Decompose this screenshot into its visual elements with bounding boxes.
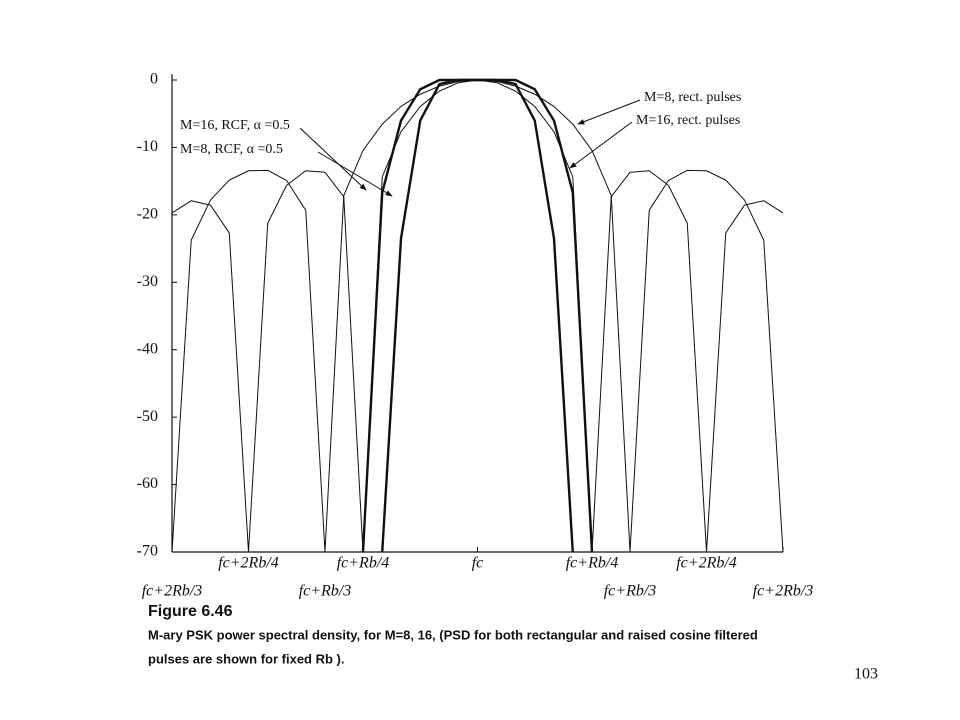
y-tick-label: -40 (137, 340, 158, 357)
x-tick-label: fc+Rb/3 (299, 583, 352, 600)
x-tick-label: fc+2Rb/3 (753, 583, 814, 600)
annotation: M=8, RCF, α =0.5 (180, 142, 283, 157)
y-tick-label: -70 (137, 543, 158, 560)
y-tick-label: -10 (137, 138, 158, 155)
annotation: M=8, rect. pulses (644, 90, 741, 105)
caption: pulses are shown for fixed Rb ). (148, 651, 344, 666)
x-tick-label: fc+Rb/3 (604, 583, 657, 600)
y-tick-label: -50 (137, 408, 158, 425)
annotation-arrow (317, 151, 393, 197)
annotation-arrow (569, 121, 633, 169)
x-tick-label: fc+Rb/4 (337, 555, 390, 572)
annotation: M=16, RCF, α =0.5 (180, 118, 290, 133)
x-tick-label: fc (472, 555, 484, 572)
x-tick-label: fc+2Rb/4 (676, 555, 737, 572)
y-tick-label: 0 (150, 71, 158, 88)
annotation: M=16, rect. pulses (636, 113, 740, 128)
series-line (361, 78, 594, 553)
x-tick-label: fc+2Rb/4 (218, 555, 279, 572)
series-line (381, 78, 574, 553)
plot: 0 -10 -20 -30 -40 -50 -60 -70 fc+2Rb/3 fc+2Rb/4 fc… (137, 71, 814, 600)
y-tick-label: -60 (137, 475, 158, 492)
y-tick-label: -20 (137, 206, 158, 223)
figure-label: Figure 6.46 (148, 603, 233, 620)
annotation-arrow (299, 127, 367, 191)
x-tick-label: fc+2Rb/3 (142, 583, 203, 600)
y-tick-label: -30 (137, 273, 158, 290)
x-tick-label: fc+Rb/4 (566, 555, 619, 572)
page-number: 103 (854, 666, 878, 683)
caption: M-ary PSK power spectral density, for M=… (148, 627, 758, 642)
annotation-arrow (577, 99, 641, 125)
